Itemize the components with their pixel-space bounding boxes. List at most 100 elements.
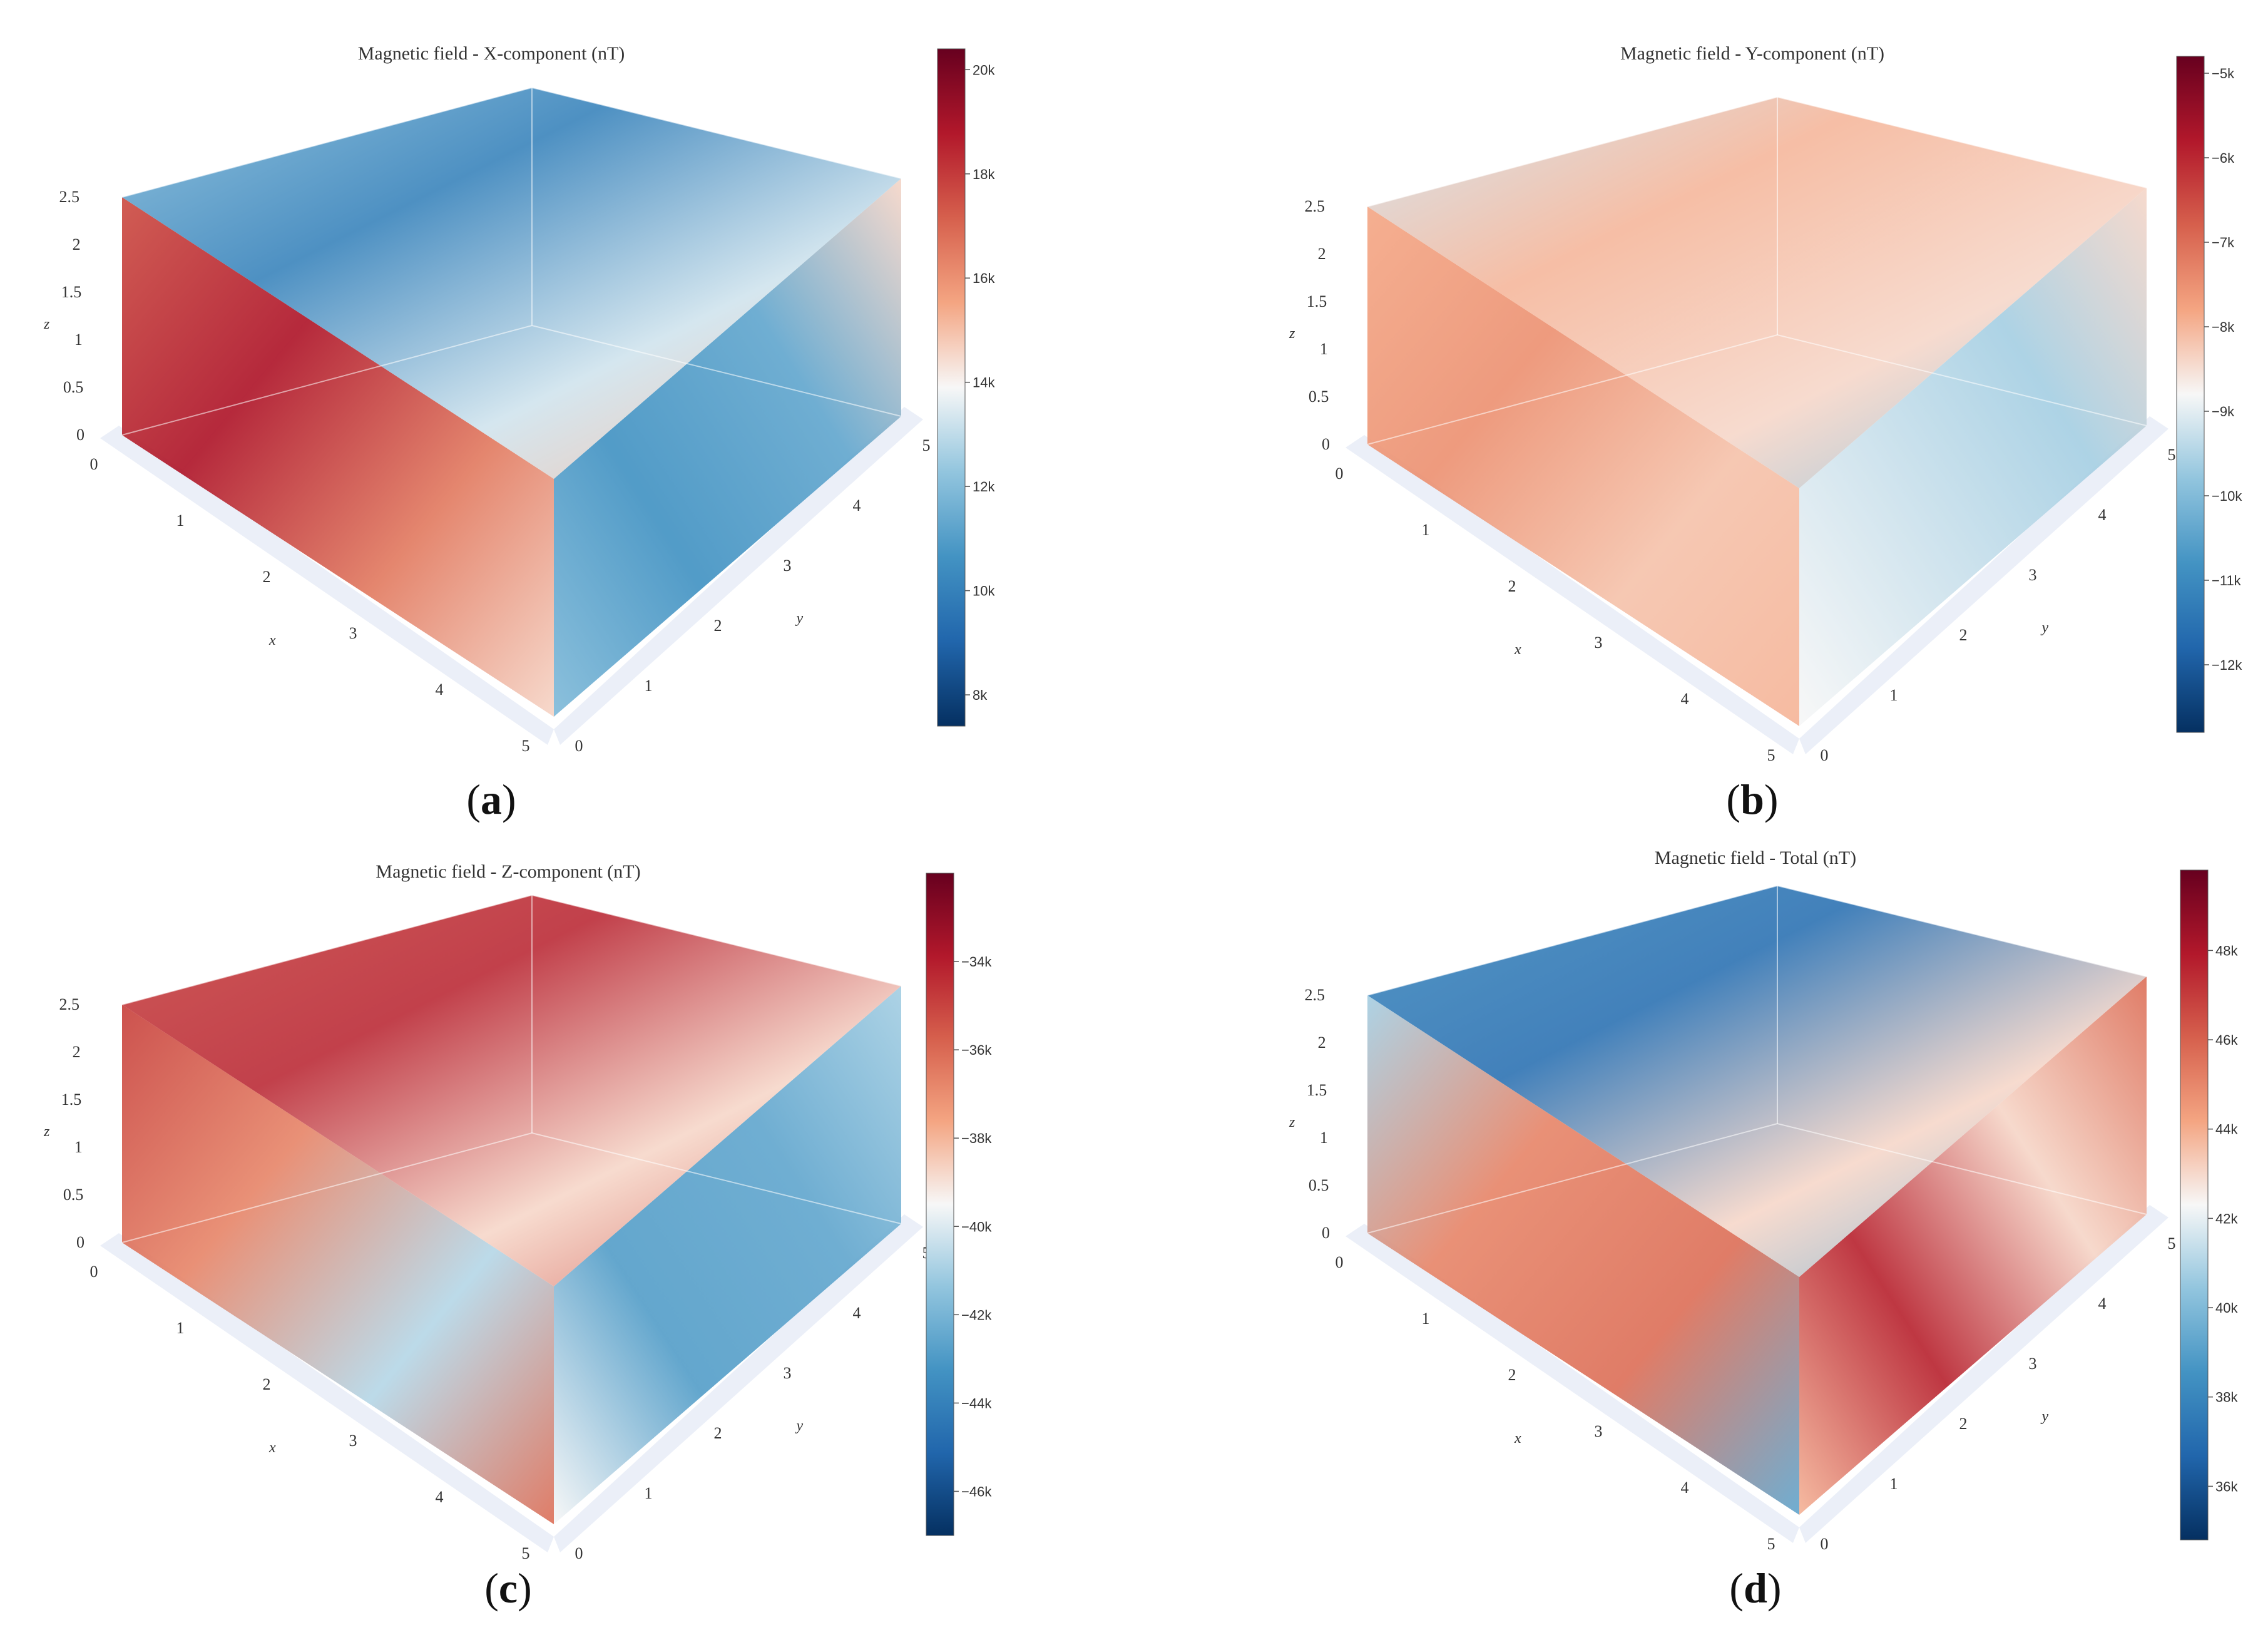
- colorbar-tick-label: −10k: [2212, 488, 2242, 504]
- x-axis-label: x: [1514, 642, 1521, 658]
- x-tick-label: 0: [1336, 1253, 1344, 1271]
- z-tick-label: 2.5: [59, 995, 80, 1013]
- colorbar-tick-label: 36k: [2215, 1479, 2238, 1494]
- colorbar-tick-label: −34k: [961, 954, 992, 970]
- panel-title: Magnetic field - X-component (nT): [358, 43, 625, 64]
- x-tick-label: 0: [90, 1263, 98, 1281]
- x-tick-label: 4: [436, 1488, 444, 1506]
- z-tick-label: 1: [74, 331, 83, 349]
- x-tick-label: 3: [349, 1432, 357, 1450]
- face-front-right: [1799, 976, 2147, 1515]
- x-tick-label: 3: [1595, 1422, 1603, 1440]
- z-tick-label: 0: [1322, 435, 1330, 453]
- y-tick-label: 1: [645, 677, 653, 695]
- y-tick-label: 2: [1959, 626, 1968, 644]
- panel-caption: (d): [1729, 1564, 1781, 1612]
- colorbar-tick-label: −42k: [961, 1307, 992, 1323]
- colorbar-tick-label: −12k: [2212, 657, 2242, 673]
- face-front-right: [554, 178, 901, 717]
- z-tick-label: 1.5: [1307, 1081, 1327, 1099]
- z-tick-label: 1: [74, 1138, 83, 1156]
- x-tick-label: 0: [90, 455, 98, 473]
- z-tick-label: 1: [1320, 1129, 1328, 1147]
- colorbar-tick-label: 20k: [973, 62, 995, 78]
- y-axis-label: y: [2041, 1408, 2049, 1425]
- colorbar-tick-label: 44k: [2215, 1122, 2238, 1137]
- colorbar-tick-label: 40k: [2215, 1300, 2238, 1316]
- panel-d: Magnetic field - Total (nT) 0 0.5 1 1.5 2 2.5 z…: [1289, 848, 2238, 1612]
- floor-edge-x: [1346, 435, 1799, 754]
- y-tick-label: 0: [1821, 746, 1829, 764]
- x-tick-label: 4: [436, 680, 444, 699]
- y-tick-label: 5: [2168, 1234, 2176, 1253]
- back-floor-edges: [121, 1132, 902, 1243]
- y-axis-label: y: [795, 1418, 804, 1434]
- y-tick-label: 2: [1959, 1415, 1968, 1433]
- y-tick-label: 4: [853, 496, 861, 515]
- colorbar-tick-label: 12k: [973, 479, 995, 495]
- colorbar-tick-label: 46k: [2215, 1032, 2238, 1048]
- colorbar-tick-label: 14k: [973, 375, 995, 391]
- z-tick-label: 2: [73, 1043, 81, 1061]
- colorbar: [2176, 56, 2205, 733]
- z-tick-label: 1.5: [1307, 292, 1327, 310]
- x-tick-label: 1: [176, 1319, 185, 1337]
- x-tick-label: 1: [176, 511, 185, 530]
- panel-caption: (b): [1726, 776, 1778, 823]
- panel-caption: (c): [484, 1564, 532, 1612]
- z-tick-label: 2: [1318, 1033, 1326, 1052]
- z-axis-label: z: [1289, 1114, 1295, 1130]
- x-tick-label: 0: [1336, 464, 1344, 483]
- panel-c: Magnetic field - Z-component (nT) 0 0.5 1 1.…: [43, 861, 992, 1612]
- z-tick-label: 2.5: [1305, 986, 1326, 1004]
- x-tick-label: 2: [1508, 577, 1516, 595]
- caption-letter: c: [499, 1564, 518, 1612]
- caption-letter: a: [481, 776, 502, 823]
- face-top: [122, 88, 901, 479]
- z-tick-label: 1.5: [61, 283, 82, 301]
- panel-title: Magnetic field - Y-component (nT): [1620, 43, 1884, 64]
- z-tick-label: 0.5: [63, 378, 84, 396]
- panel-caption: (a): [466, 776, 516, 823]
- z-tick-label: 0: [76, 426, 84, 444]
- panel-b: Magnetic field - Y-component (nT) 0 0.5 1 1.…: [1289, 43, 2242, 823]
- face-top: [1367, 886, 2147, 1277]
- floor-edge-y: [554, 1214, 923, 1552]
- face-front-left: [1367, 207, 1799, 726]
- x-tick-label: 5: [1767, 746, 1775, 764]
- colorbar: [2180, 869, 2209, 1540]
- colorbar-tick-label: 16k: [973, 270, 995, 286]
- face-top: [1367, 97, 2147, 488]
- panel-title: Magnetic field - Total (nT): [1655, 848, 1856, 868]
- x-tick-label: 2: [1508, 1366, 1516, 1384]
- z-tick-label: 0.5: [63, 1186, 84, 1204]
- z-tick-label: 0.5: [1309, 1176, 1329, 1194]
- y-tick-label: 0: [575, 1544, 583, 1562]
- z-tick-label: 2.5: [1305, 197, 1326, 215]
- x-tick-label: 3: [349, 624, 357, 642]
- colorbar-tick-label: −44k: [961, 1395, 992, 1411]
- face-front-right: [554, 986, 901, 1524]
- colorbar-tick-label: −38k: [961, 1130, 992, 1146]
- x-tick-label: 1: [1422, 1310, 1430, 1328]
- z-tick-label: 0: [1322, 1224, 1330, 1242]
- z-tick-label: 1.5: [61, 1090, 82, 1109]
- colorbar-tick-label: −7k: [2212, 235, 2235, 250]
- y-tick-label: 0: [1821, 1535, 1829, 1553]
- floor-edge-x: [100, 1233, 554, 1552]
- y-tick-label: 4: [2098, 1294, 2107, 1313]
- face-front-left: [122, 1005, 554, 1524]
- y-axis-label: y: [2041, 620, 2049, 636]
- y-tick-label: 3: [2029, 566, 2037, 584]
- colorbar-tick-label: −6k: [2212, 150, 2235, 166]
- back-floor-edges: [121, 324, 902, 436]
- x-axis-label: x: [1514, 1430, 1521, 1447]
- y-tick-label: 3: [784, 556, 792, 575]
- colorbar-tick-label: −5k: [2212, 66, 2235, 81]
- colorbar-tick-label: −11k: [2212, 573, 2242, 588]
- colorbar-tick-label: −40k: [961, 1219, 992, 1234]
- z-tick-label: 0: [76, 1233, 84, 1251]
- x-tick-label: 5: [522, 737, 530, 755]
- x-tick-label: 2: [263, 1375, 271, 1393]
